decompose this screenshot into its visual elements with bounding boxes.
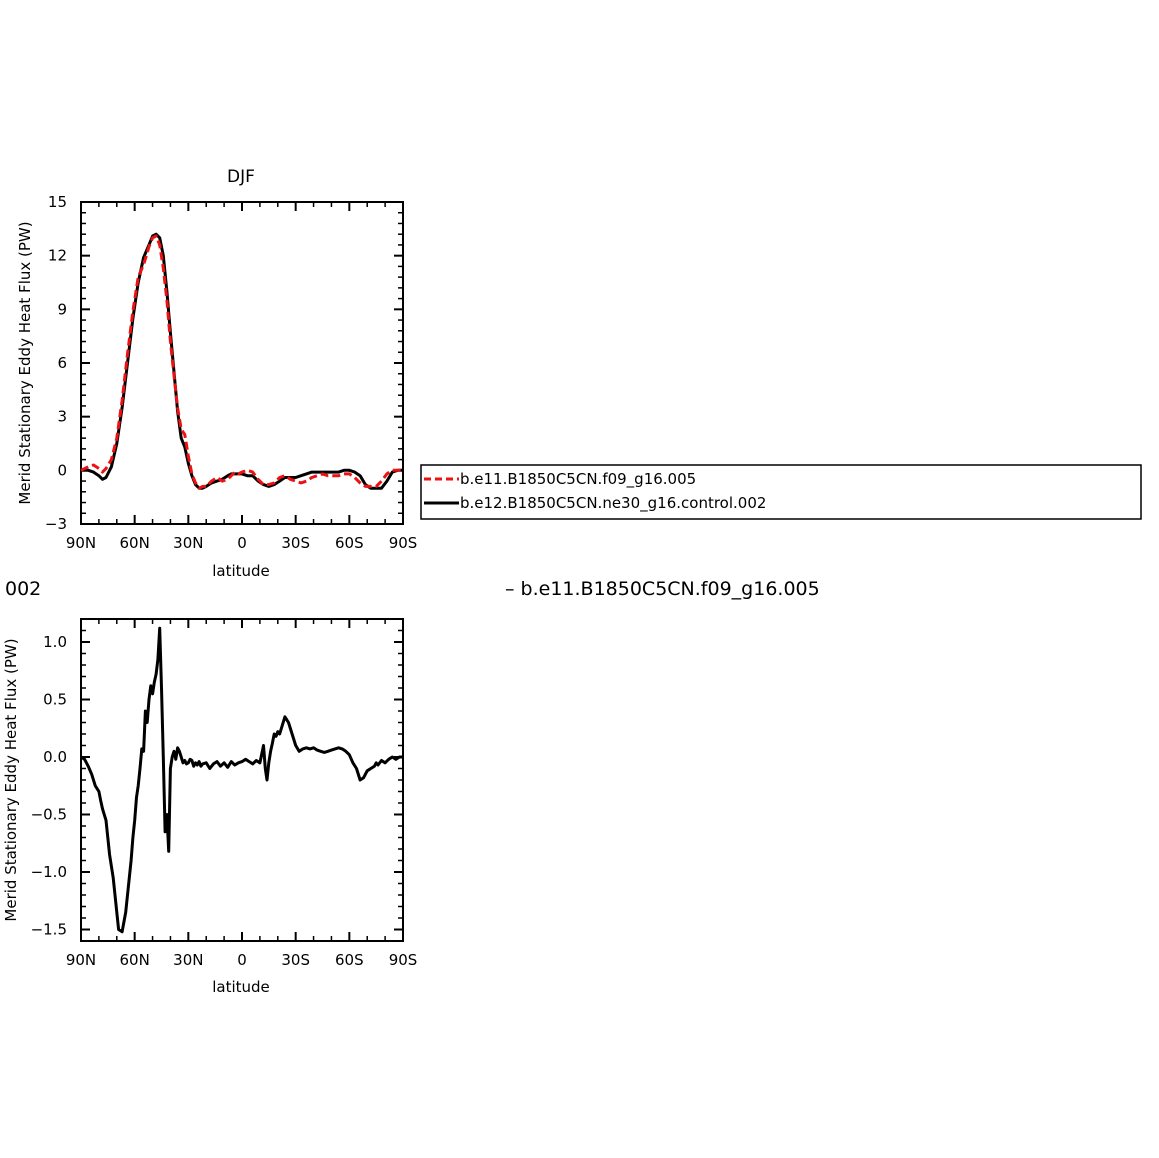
series-line-2	[81, 232, 403, 490]
plot-frame	[80, 201, 404, 525]
y-tick-label: −1.5	[31, 921, 67, 939]
y-axis-title: Merid Stationary Eddy Heat Flux (PW)	[2, 638, 20, 921]
x-tick-label: 60N	[120, 951, 150, 969]
x-tick-label: 30N	[173, 534, 203, 552]
x-tick-label: 0	[237, 534, 247, 552]
x-axis-title: latitude	[212, 978, 270, 996]
x-tick-label: 90S	[389, 951, 418, 969]
x-tick-label: 30N	[173, 951, 203, 969]
legend-label-2: b.e12.B1850C5CN.ne30_g16.control.002	[460, 494, 766, 513]
chart-title: DJF	[227, 167, 255, 187]
x-tick-label: 0	[237, 951, 247, 969]
y-tick-label: 1.0	[43, 633, 67, 651]
series-layer	[80, 626, 403, 934]
x-tick-label: 90N	[66, 951, 96, 969]
x-tick-label: 30S	[281, 534, 310, 552]
y-tick-label: 0	[57, 461, 67, 479]
stray-text-right: – b.e11.B1850C5CN.f09_g16.005	[505, 578, 820, 600]
y-tick-label: 0.0	[43, 748, 67, 766]
x-axis-title: latitude	[212, 562, 270, 580]
x-tick-label: 60S	[335, 534, 364, 552]
panel-difference-heat-flux: 90N 60N 30N 0 30S 60S 90S −1.5 −1.0 −0.5 0.0 0.5 1.0…	[2, 618, 418, 996]
y-tick-label: 6	[57, 354, 67, 372]
x-tick-label: 90N	[66, 534, 96, 552]
legend: b.e11.B1850C5CN.f09_g16.005 b.e12.B1850C…	[420, 464, 1142, 520]
y-tick-label: 15	[48, 193, 67, 211]
x-tick-label: 60S	[335, 951, 364, 969]
axis-ticks: 90N 60N 30N 0 30S 60S 90S −1.5 −1.0 −0.5 0.0 0.5 1.0	[31, 618, 418, 969]
series-layer	[80, 232, 403, 490]
x-tick-label: 30S	[281, 951, 310, 969]
series-line-1	[80, 626, 403, 934]
y-tick-label: 9	[57, 300, 67, 318]
plot-frame	[80, 618, 404, 942]
y-tick-label: −3	[45, 515, 67, 533]
series-line-1	[80, 234, 403, 490]
y-tick-label: 12	[48, 247, 67, 265]
stray-text-left: 002	[5, 578, 41, 600]
y-tick-label: −0.5	[31, 806, 67, 824]
axis-ticks: 90N 60N 30N 0 30S 60S 90S −3 0 3 6 9 12 15	[45, 193, 417, 552]
legend-box	[420, 464, 1142, 520]
y-tick-label: 3	[57, 408, 67, 426]
y-axis-title: Merid Stationary Eddy Heat Flux (PW)	[16, 221, 34, 504]
legend-label-1: b.e11.B1850C5CN.f09_g16.005	[460, 470, 696, 489]
x-tick-label: 90S	[389, 534, 418, 552]
y-tick-label: 0.5	[43, 691, 67, 709]
x-tick-label: 60N	[120, 534, 150, 552]
panel-djf-heat-flux: DJF 90N 60N 30N 0 30S 60S 90S −3 0 3 6 9 12 15 latitu…	[16, 167, 417, 580]
y-tick-label: −1.0	[31, 863, 67, 881]
